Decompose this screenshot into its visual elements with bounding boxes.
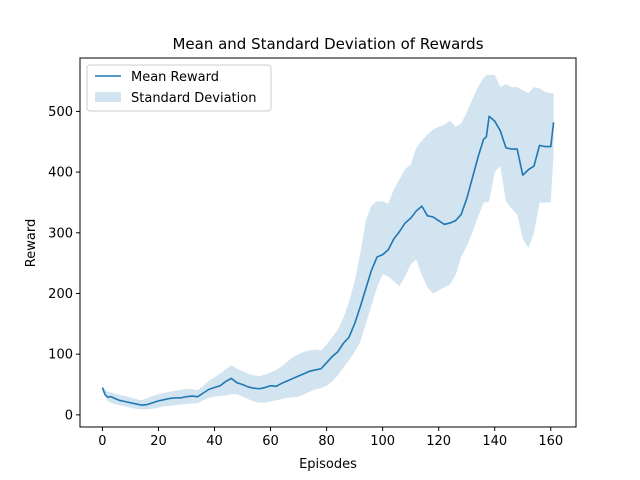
std-band-layer	[102, 74, 554, 410]
x-tick-label: 120	[426, 434, 451, 449]
x-tick-label: 100	[370, 434, 395, 449]
chart-title: Mean and Standard Deviation of Rewards	[172, 35, 483, 53]
x-tick-label: 140	[482, 434, 507, 449]
x-tick-label: 80	[318, 434, 335, 449]
x-axis-label: Episodes	[299, 457, 357, 472]
mean-reward-line	[101, 115, 555, 406]
y-tick-label: 500	[48, 105, 73, 120]
y-tick-label: 200	[48, 287, 73, 302]
y-tick-label: 0	[65, 408, 73, 423]
plot-frame	[79, 57, 577, 428]
legend-box	[86, 64, 272, 112]
legend-mean-label: Mean Reward	[131, 70, 219, 85]
x-tick-label: 20	[150, 434, 167, 449]
legend: Mean Reward Standard Deviation	[86, 64, 272, 112]
x-tick-label: 40	[206, 434, 223, 449]
y-axis-label: Reward	[24, 219, 39, 267]
x-tick-label: 160	[538, 434, 563, 449]
mean-line-layer	[101, 115, 555, 406]
std-deviation-band	[102, 74, 554, 410]
y-ticks: 0 100 200 300 400 500	[48, 105, 80, 423]
y-tick-label: 100	[48, 348, 73, 363]
x-ticks: 0 20 40 60 80 100 120 140 160	[98, 427, 563, 449]
x-tick-label: 0	[98, 434, 106, 449]
legend-std-swatch	[95, 92, 121, 102]
legend-std-label: Standard Deviation	[131, 91, 256, 106]
y-tick-label: 400	[48, 166, 73, 181]
x-tick-label: 60	[262, 434, 279, 449]
y-tick-label: 300	[48, 226, 73, 241]
